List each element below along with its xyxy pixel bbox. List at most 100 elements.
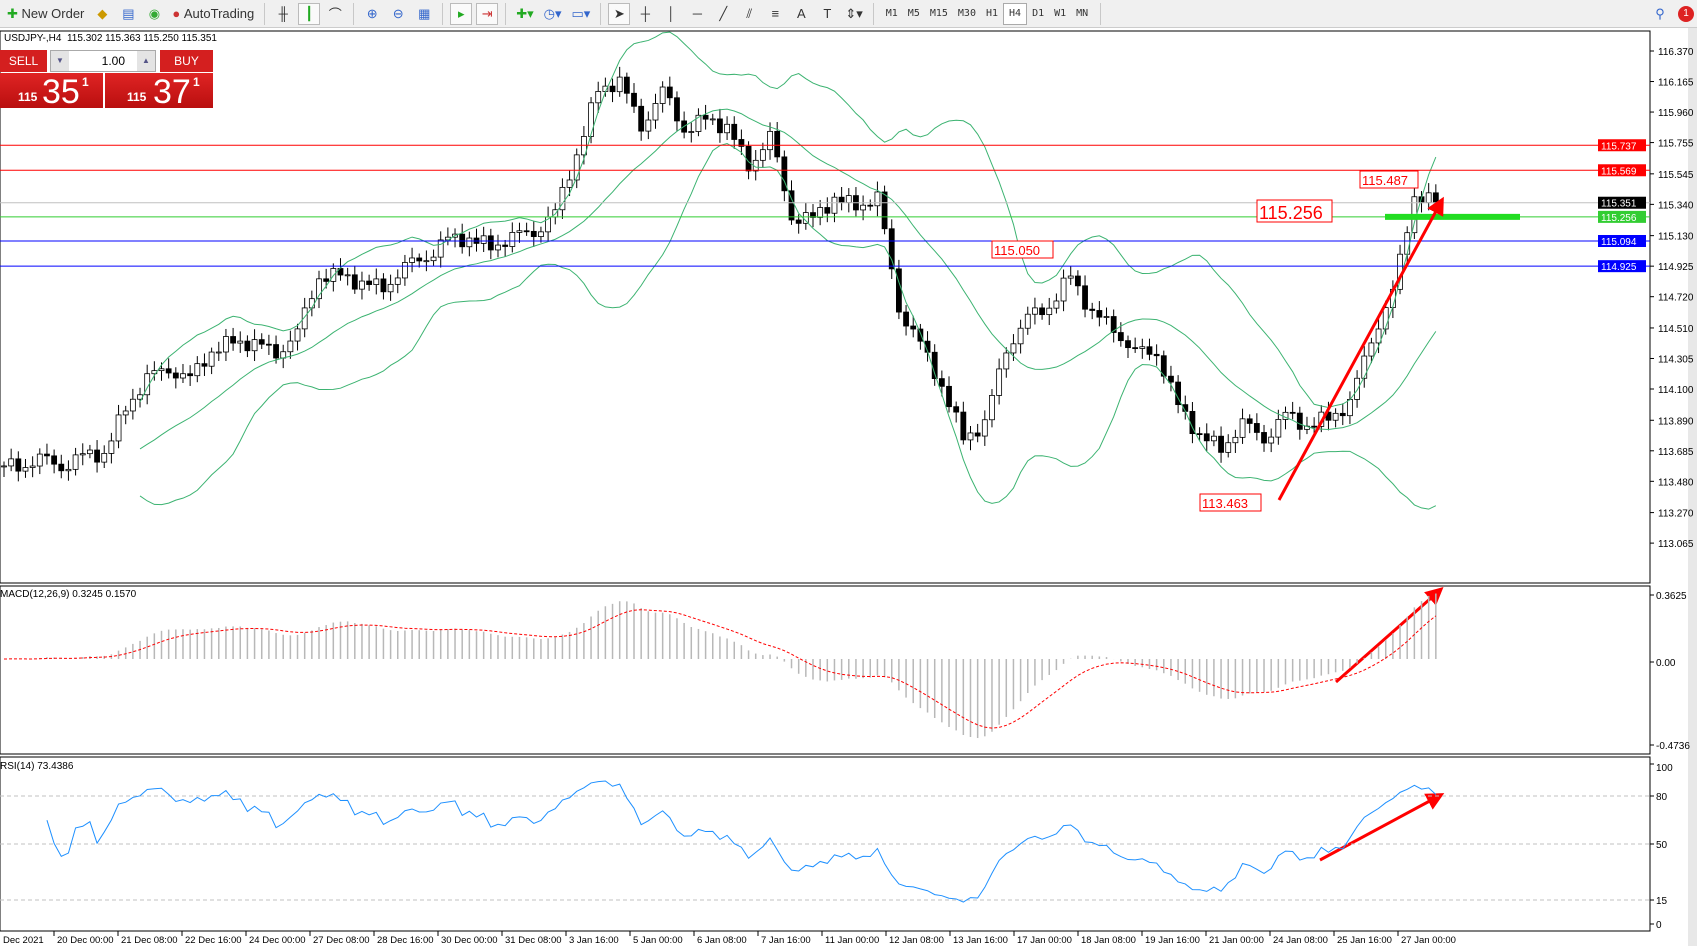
candle xyxy=(903,311,909,327)
auto-scroll-icon[interactable]: ▸ xyxy=(450,2,473,25)
date-label: 7 Jan 16:00 xyxy=(761,935,811,946)
templates-icon[interactable]: ▭▾ xyxy=(571,5,591,21)
candle xyxy=(960,411,967,441)
cursor-icon[interactable]: ➤ xyxy=(608,2,631,25)
arrows-icon[interactable]: ⇕▾ xyxy=(845,5,863,21)
date-label: 27 Jan 00:00 xyxy=(1401,935,1456,946)
one-click-trading-panel: SELL 1.00 ▼ ▲ BUY 115 35 1 115 37 1 xyxy=(0,50,213,111)
candle xyxy=(838,196,845,203)
navigator-icon[interactable]: ▤ xyxy=(122,5,135,21)
candle xyxy=(559,186,566,211)
rsi-axis-label: 15 xyxy=(1656,896,1668,907)
candle xyxy=(1139,346,1146,349)
candle xyxy=(180,373,186,379)
chart-shift-icon[interactable]: ⇥ xyxy=(476,2,499,25)
macd-axis-label: 0.00 xyxy=(1656,658,1676,669)
sell-price[interactable]: 115 35 1 xyxy=(0,73,103,111)
crosshair-icon[interactable]: ┼ xyxy=(640,6,650,21)
lot-size-input[interactable]: 1.00 xyxy=(50,50,156,72)
buy-button[interactable]: BUY xyxy=(160,50,213,72)
market-watch-icon[interactable]: ◆ xyxy=(97,5,108,21)
equidistant-channel-icon[interactable]: ⫽ xyxy=(746,5,753,21)
candle xyxy=(645,119,652,132)
signals-icon[interactable]: ◉ xyxy=(148,5,161,21)
candle xyxy=(351,274,358,290)
chart-info: USDJPY-,H4 115.302 115.363 115.250 115.3… xyxy=(4,33,217,44)
candle xyxy=(731,123,738,140)
vertical-line-icon[interactable]: │ xyxy=(667,6,676,21)
candle xyxy=(108,440,115,454)
candle xyxy=(1368,342,1375,357)
timeframe-m30[interactable]: M30 xyxy=(957,8,976,19)
candle xyxy=(1404,232,1411,255)
lot-increase-button[interactable]: ▲ xyxy=(137,51,155,71)
candle xyxy=(759,149,766,161)
price-tick-label: 114.100 xyxy=(1658,385,1694,396)
candle xyxy=(79,453,86,456)
candle xyxy=(1332,412,1339,421)
price-tick-label: 115.545 xyxy=(1658,170,1694,181)
price-label-bg xyxy=(1598,210,1646,223)
zoom-out-icon[interactable]: ⊖ xyxy=(392,5,404,21)
sell-button[interactable]: SELL xyxy=(0,50,47,72)
buy-price[interactable]: 115 37 1 xyxy=(105,73,213,111)
price-tick-label: 115.755 xyxy=(1658,139,1694,150)
timeframe-h1[interactable]: H1 xyxy=(985,8,999,19)
candle xyxy=(573,154,580,181)
candle xyxy=(623,76,630,94)
candle xyxy=(244,340,251,352)
candle xyxy=(437,239,444,258)
zoom-in-icon[interactable]: ⊕ xyxy=(366,5,378,21)
timeframe-m5[interactable]: M5 xyxy=(907,8,920,19)
date-label: 12 Jan 08:00 xyxy=(889,935,944,946)
candle xyxy=(595,91,602,104)
date-label: 18 Jan 08:00 xyxy=(1081,935,1136,946)
text-icon[interactable]: A xyxy=(796,6,806,21)
date-label: 28 Dec 16:00 xyxy=(377,935,434,946)
timeframe-h4[interactable]: H4 xyxy=(1003,2,1028,25)
text-label-icon[interactable]: T xyxy=(823,6,832,21)
rsi-axis-label: 100 xyxy=(1656,763,1673,774)
autotrading-button[interactable]: ● AutoTrading xyxy=(172,6,255,21)
periods-icon[interactable]: ◷▾ xyxy=(543,5,562,21)
candle xyxy=(72,454,79,470)
annotation-box xyxy=(1359,170,1419,189)
search-icon[interactable]: ⚲ xyxy=(1655,5,1665,21)
timeframe-d1[interactable]: D1 xyxy=(1032,8,1045,19)
candle xyxy=(8,458,15,467)
candle xyxy=(867,204,874,207)
candle xyxy=(566,179,573,188)
price-tick-label: 115.960 xyxy=(1658,108,1694,119)
chart-window[interactable]: 116.370 116.165 115.960 115.755 115.545 115.3… xyxy=(0,28,1697,946)
candlestick-icon[interactable]: ┃ xyxy=(298,2,321,25)
candle xyxy=(774,130,781,158)
candle xyxy=(208,351,215,367)
candle xyxy=(538,231,544,237)
price-label: 115.351 xyxy=(1601,199,1637,210)
candle xyxy=(251,339,258,352)
candle xyxy=(996,368,1003,396)
candle xyxy=(201,363,208,367)
timeframe-w1[interactable]: W1 xyxy=(1054,8,1067,19)
indicators-icon[interactable]: ✚▾ xyxy=(516,5,534,21)
candle xyxy=(1110,316,1117,333)
timeframe-m15[interactable]: M15 xyxy=(929,8,948,19)
scrollbar xyxy=(1688,28,1697,946)
timeframe-m1[interactable]: M1 xyxy=(885,8,898,19)
bar-chart-icon[interactable]: ╫ xyxy=(278,6,288,21)
new-order-button[interactable]: ✚ New Order xyxy=(7,5,85,22)
line-chart-icon[interactable]: ⌒ xyxy=(328,7,342,22)
candle xyxy=(817,207,824,218)
tile-windows-icon[interactable]: ▦ xyxy=(418,5,431,21)
macd-histogram xyxy=(10,593,1437,739)
fibonacci-icon[interactable]: ≡ xyxy=(771,6,780,21)
horizontal-line-icon[interactable]: ─ xyxy=(692,6,702,21)
notifications-button[interactable]: 1 xyxy=(1675,3,1697,25)
lot-decrease-button[interactable]: ▼ xyxy=(51,51,69,71)
trendline-icon[interactable]: ╱ xyxy=(719,5,728,21)
price-tick-label: 113.270 xyxy=(1658,509,1694,520)
rsi-label: RSI(14) 73.4386 xyxy=(0,761,74,772)
candle xyxy=(1017,327,1024,345)
price-label: 115.256 xyxy=(1601,213,1637,224)
timeframe-mn[interactable]: MN xyxy=(1076,8,1089,19)
